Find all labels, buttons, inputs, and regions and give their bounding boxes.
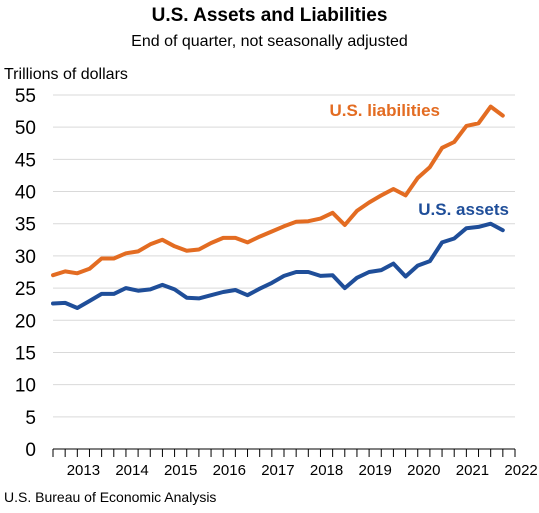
- y-tick-label: 40: [15, 183, 36, 204]
- y-tick-label: 25: [15, 279, 36, 300]
- y-tick-label: 30: [15, 247, 36, 268]
- x-tick-label: 2019: [358, 462, 391, 479]
- chart-title: U.S. Assets and Liabilities: [151, 5, 388, 26]
- y-tick-label: 5: [25, 408, 36, 429]
- y-tick-label: 35: [15, 215, 36, 236]
- x-tick-label: 2018: [310, 462, 343, 479]
- y-tick-label: 0: [25, 440, 36, 461]
- source-note: U.S. Bureau of Economic Analysis: [4, 489, 217, 505]
- x-tick-label: 2013: [67, 462, 100, 479]
- x-tick-label: 2021: [456, 462, 489, 479]
- y-tick-label: 15: [15, 343, 36, 364]
- series-label-u-s-assets: U.S. assets: [418, 200, 509, 219]
- chart-subtitle: End of quarter, not seasonally adjusted: [131, 33, 408, 50]
- y-tick-label: 45: [15, 150, 36, 171]
- y-tick-label: 50: [15, 118, 36, 139]
- x-tick-label: 2022: [504, 462, 537, 479]
- x-tick-label: 2015: [164, 462, 197, 479]
- y-tick-label: 10: [15, 376, 36, 397]
- x-tick-label: 2017: [261, 462, 294, 479]
- x-tick-label: 2016: [213, 462, 246, 479]
- y-tick-label: 55: [15, 86, 36, 107]
- y-tick-label: 20: [15, 311, 36, 332]
- x-tick-label: 2020: [407, 462, 440, 479]
- series-line-u-s-liabilities: [51, 104, 505, 278]
- series-label-u-s-liabilities: U.S. liabilities: [329, 101, 440, 120]
- x-tick-label: 2014: [115, 462, 148, 479]
- series-line-u-s-assets: [51, 221, 505, 310]
- y-axis-label: Trillions of dollars: [4, 66, 128, 83]
